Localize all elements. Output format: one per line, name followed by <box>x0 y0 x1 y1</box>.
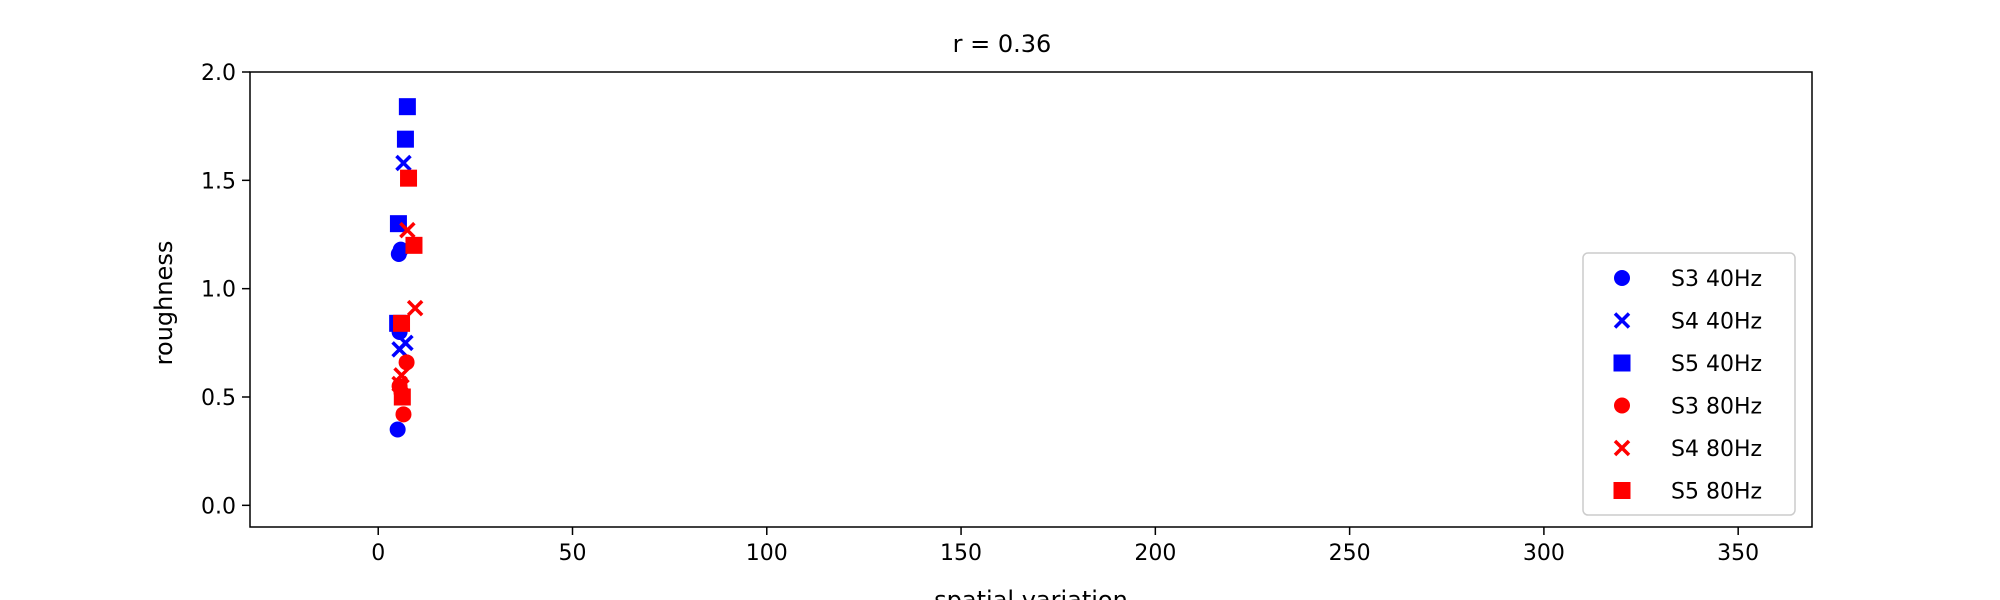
legend-marker <box>1614 270 1630 286</box>
point-s4-40hz <box>391 341 408 358</box>
point-s5-80hz <box>393 388 411 406</box>
y-tick-label: 2.0 <box>201 61 236 86</box>
point-s4-80hz <box>406 299 424 317</box>
legend-marker <box>1613 354 1631 372</box>
legend-marker <box>1614 397 1630 414</box>
point-s5-80hz <box>393 314 411 332</box>
point-s5-80hz <box>405 236 423 254</box>
data-points <box>389 98 424 438</box>
point-s5-80hz <box>400 169 418 187</box>
x-tick-label: 50 <box>559 541 587 566</box>
x-tick-label: 150 <box>940 541 982 566</box>
x-tick-label: 300 <box>1523 541 1565 566</box>
x-tick-label: 250 <box>1329 541 1371 566</box>
legend-label: S4 80Hz <box>1671 437 1762 462</box>
legend-marker <box>1613 439 1631 457</box>
point-s3-40hz <box>389 421 406 438</box>
legend-label: S4 40Hz <box>1671 310 1762 335</box>
point-s4-40hz <box>395 154 412 172</box>
point-s3-80hz <box>398 354 415 371</box>
y-axis-ticks: 0.0 0.5 1.0 1.5 2.0 <box>201 61 250 519</box>
legend-marker <box>1613 482 1631 499</box>
x-tick-label: 0 <box>371 541 385 566</box>
x-axis-ticks: 0 50 100 150 200 250 300 350 <box>371 527 1759 566</box>
point-s5-40hz <box>396 130 414 148</box>
legend-label: S3 80Hz <box>1671 395 1762 420</box>
point-s4-80hz <box>399 221 416 239</box>
point-s3-80hz <box>395 406 412 423</box>
point-s3-40hz <box>390 246 407 262</box>
legend-box <box>1582 252 1796 516</box>
plot-frame <box>249 71 1813 528</box>
legend-marker <box>1613 312 1631 329</box>
x-tick-label: 350 <box>1717 541 1759 566</box>
y-tick-label: 1.0 <box>201 278 236 303</box>
y-axis-label: roughness <box>150 241 178 366</box>
legend: S3 40Hz S4 40Hz S5 40Hz S3 80Hz S4 80Hz S5 80… <box>1582 252 1796 516</box>
chart-title: r = 0.36 <box>953 30 1052 58</box>
y-tick-label: 0.0 <box>201 494 236 519</box>
x-tick-label: 100 <box>746 541 788 566</box>
y-tick-label: 1.5 <box>201 169 236 194</box>
legend-label: S5 80Hz <box>1671 480 1762 505</box>
y-tick-label: 0.5 <box>201 386 236 411</box>
x-axis-label: spatial variation <box>934 586 1128 600</box>
legend-label: S3 40Hz <box>1671 267 1762 292</box>
point-s5-40hz <box>398 98 416 116</box>
x-tick-label: 200 <box>1134 541 1176 566</box>
legend-label: S5 40Hz <box>1671 352 1762 377</box>
